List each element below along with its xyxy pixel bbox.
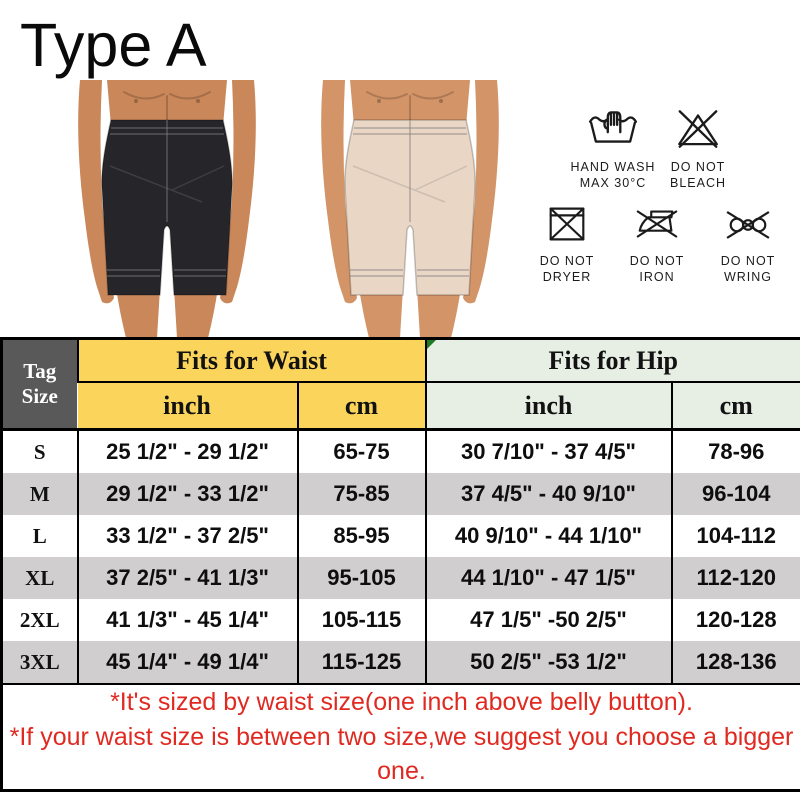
waist-cm-cell: 95-105 (296, 557, 426, 599)
sizing-notes-row: *It's sized by waist size(one inch above… (1, 683, 800, 790)
hip-cm-cell: 120-128 (670, 599, 800, 641)
table-row-xl: XL 37 2/5" - 41 1/3" 95-105 44 1/10" - 4… (1, 557, 800, 599)
size-cell: S (33, 439, 46, 464)
waist-cm-cell: 115-125 (296, 641, 426, 684)
care-item-do-not-bleach: DO NOT BLEACH (650, 102, 746, 192)
care-item-hand-wash: HAND WASH MAX 30°C (565, 102, 661, 192)
corner-header: Tag Size (1, 338, 78, 431)
table-row-2xl: 2XL 41 1/3" - 45 1/4" 105-115 47 1/5" -5… (2, 599, 800, 641)
beige-shorts-model-photo (295, 80, 525, 338)
table-row-3xl: 3XL 45 1/4" - 49 1/4" 115-125 50 2/5" -5… (1, 641, 800, 684)
size-cell: 2XL (19, 607, 60, 632)
waist-cm-cell: 85-95 (296, 515, 426, 557)
waist-cm-cell: 65-75 (296, 429, 426, 473)
hip-inch-cell: 50 2/5" -53 1/2" (424, 641, 672, 684)
waist-inch-header: inch (77, 382, 298, 431)
table-row-s: S 25 1/2" - 29 1/2" 65-75 30 7/10" - 37 … (2, 429, 800, 473)
care-item-do-not-wring: DO NOT WRING (700, 200, 796, 286)
note-line-1: *It's sized by waist size(one inch above… (110, 688, 693, 716)
waist-inch-cell: 25 1/2" - 29 1/2" (76, 429, 298, 473)
care-item-do-not-dryer: DO NOT DRYER (519, 200, 615, 286)
hip-cm-cell: 96-104 (670, 473, 800, 515)
hand-wash-icon (588, 111, 638, 143)
care-label: DO NOT BLEACH (669, 160, 727, 191)
note-line-2: *If your waist size is between two size,… (9, 722, 794, 786)
hip-inch-cell: 47 1/5" -50 2/5" (424, 599, 672, 641)
hip-cm-cell: 78-96 (670, 429, 800, 473)
waist-cm-cell: 105-115 (296, 599, 426, 641)
table-row-l: L 33 1/2" - 37 2/5" 85-95 40 9/10" - 44 … (2, 515, 800, 557)
black-shorts-model-photo (52, 80, 282, 338)
waist-inch-cell: 37 2/5" - 41 1/3" (76, 557, 298, 599)
hip-cm-cell: 104-112 (670, 515, 800, 557)
do-not-bleach-icon (678, 110, 718, 148)
size-cell: 3XL (1, 641, 78, 684)
page-title: Type A (20, 11, 207, 79)
sizing-notes: *It's sized by waist size(one inch above… (1, 683, 800, 790)
hip-cm-header: cm (670, 382, 800, 431)
size-cell: L (32, 523, 47, 548)
table-row-m: M 29 1/2" - 33 1/2" 75-85 37 4/5" - 40 9… (1, 473, 800, 515)
size-cell: XL (1, 557, 78, 599)
do-not-dryer-icon (549, 207, 585, 241)
care-label: DO NOT IRON (629, 254, 685, 285)
table-header-units: inch cm inch cm (2, 382, 800, 431)
waist-inch-cell: 45 1/4" - 49 1/4" (76, 641, 298, 684)
hip-cm-cell: 112-120 (670, 557, 800, 599)
product-photos (0, 80, 545, 338)
hip-inch-cell: 37 4/5" - 40 9/10" (424, 473, 672, 515)
care-item-do-not-iron: DO NOT IRON (609, 200, 705, 286)
waist-inch-cell: 41 1/3" - 45 1/4" (76, 599, 298, 641)
hip-inch-header: inch (424, 382, 672, 431)
do-not-wring-icon (726, 211, 770, 239)
waist-group-header: Fits for Waist (76, 338, 426, 383)
size-cell: M (1, 473, 78, 515)
size-chart-table: Tag Size Fits for Waist Fits for Hip inc… (0, 337, 800, 792)
waist-inch-cell: 29 1/2" - 33 1/2" (76, 473, 298, 515)
waist-inch-cell: 33 1/2" - 37 2/5" (76, 515, 298, 557)
hip-inch-cell: 40 9/10" - 44 1/10" (424, 515, 672, 557)
hip-inch-cell: 44 1/10" - 47 1/5" (424, 557, 672, 599)
waist-cm-header: cm (296, 382, 426, 431)
waist-cm-cell: 75-85 (296, 473, 426, 515)
care-label: HAND WASH MAX 30°C (570, 160, 656, 191)
hip-group-header: Fits for Hip (424, 338, 800, 383)
table-header-groups: Tag Size Fits for Waist Fits for Hip (1, 338, 800, 431)
do-not-iron-icon (636, 210, 678, 238)
care-label: DO NOT WRING (720, 254, 776, 285)
hip-inch-cell: 30 7/10" - 37 4/5" (424, 429, 672, 473)
care-label: DO NOT DRYER (539, 254, 595, 285)
hip-cm-cell: 128-136 (670, 641, 800, 684)
